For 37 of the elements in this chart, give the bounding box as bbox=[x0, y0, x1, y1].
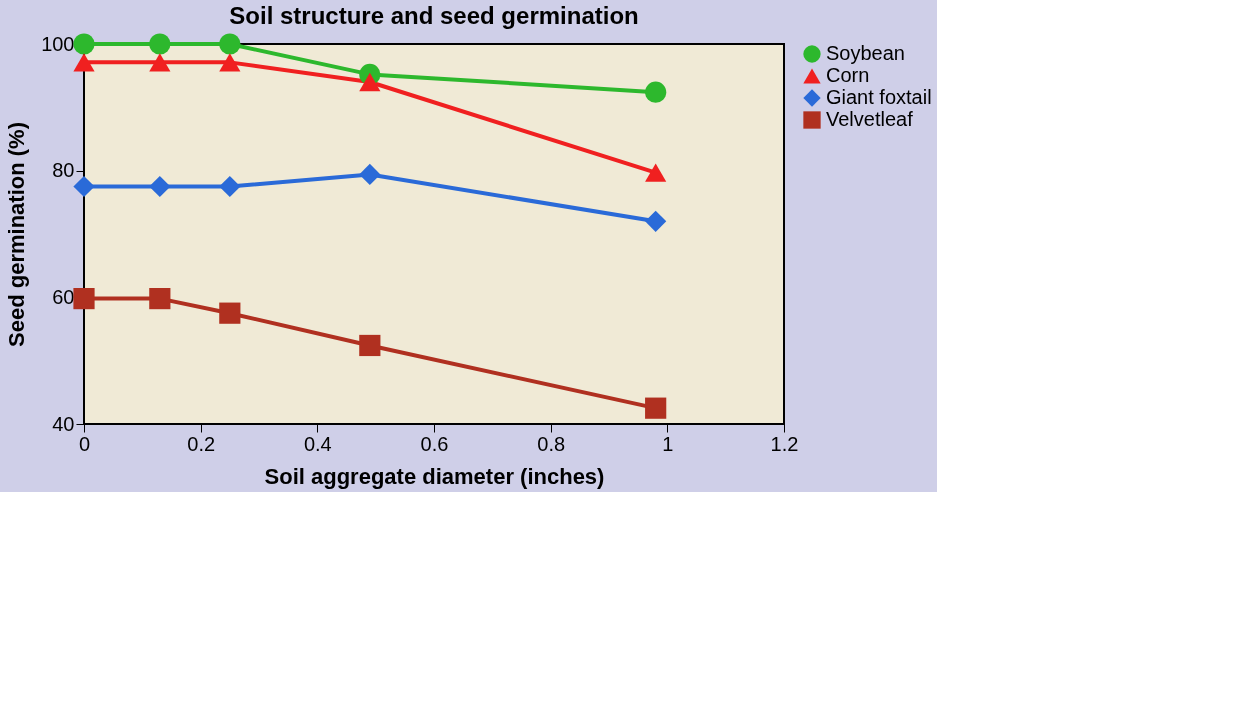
legend-label: Soybean bbox=[826, 42, 905, 64]
x-tick-label: 1 bbox=[662, 432, 674, 455]
y-tick-label: 60 bbox=[52, 285, 75, 308]
legend-label: Velvetleaf bbox=[826, 108, 914, 130]
y-tick-label: 40 bbox=[52, 412, 75, 435]
x-axis-title: Soil aggregate diameter (inches) bbox=[264, 463, 605, 489]
point bbox=[219, 302, 241, 324]
x-tick-label: 0.2 bbox=[187, 432, 216, 455]
x-tick-label: 1.2 bbox=[770, 432, 799, 455]
point bbox=[219, 175, 241, 198]
x-tick-label: 0.6 bbox=[420, 432, 449, 455]
chart-title: Soil structure and seed germination bbox=[229, 2, 639, 30]
point bbox=[359, 334, 381, 357]
point bbox=[359, 72, 381, 92]
point bbox=[149, 287, 171, 310]
point bbox=[645, 397, 667, 419]
y-axis-title: Seed germination (%) bbox=[4, 122, 30, 347]
point bbox=[149, 175, 171, 198]
point bbox=[149, 53, 171, 72]
y-tick-label: 80 bbox=[52, 159, 75, 182]
point bbox=[645, 81, 667, 103]
point bbox=[645, 210, 667, 232]
point bbox=[219, 33, 241, 55]
point bbox=[149, 33, 171, 55]
point bbox=[645, 163, 667, 182]
point bbox=[73, 53, 95, 72]
x-tick-label: 0.4 bbox=[303, 432, 332, 455]
y-tick-label: 100 bbox=[41, 32, 75, 55]
legend-label: Corn bbox=[826, 64, 870, 86]
point bbox=[359, 163, 381, 186]
x-tick-label: 0 bbox=[78, 432, 91, 455]
x-tick-label: 0.8 bbox=[537, 432, 566, 455]
point bbox=[219, 53, 241, 72]
point bbox=[73, 33, 95, 55]
legend-label: Giant foxtail bbox=[826, 86, 932, 108]
point bbox=[73, 287, 95, 310]
point bbox=[73, 175, 95, 198]
